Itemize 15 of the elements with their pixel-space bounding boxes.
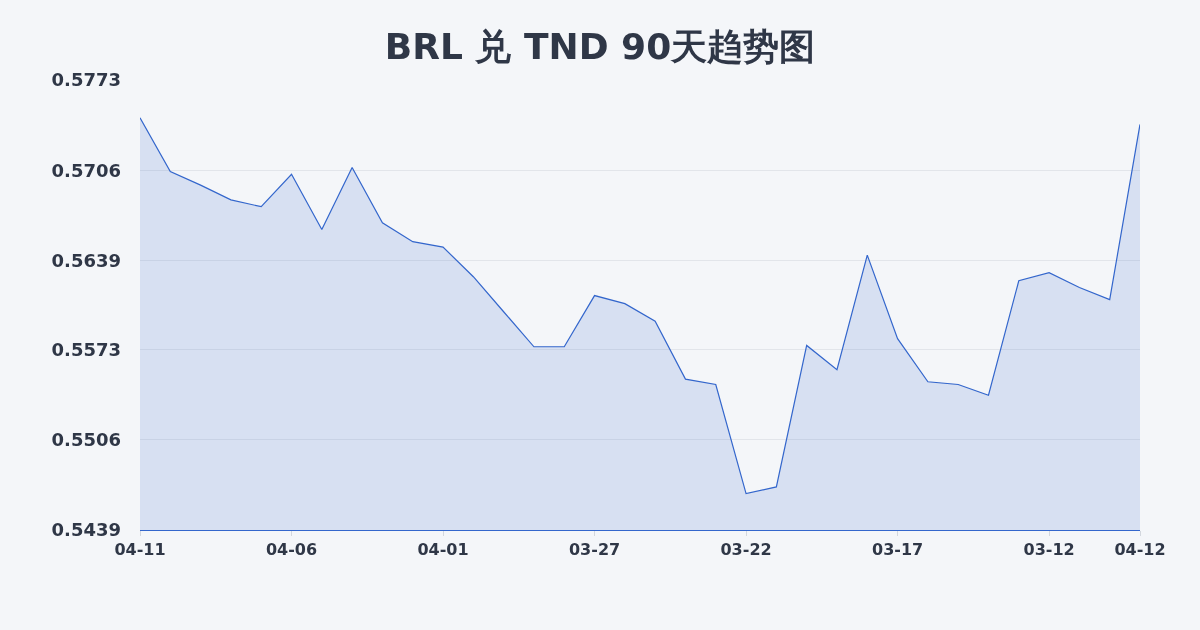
- x-tick-label: 03-22: [720, 540, 772, 560]
- y-tick-label: 0.5773: [51, 69, 121, 91]
- x-tick-label: 04-06: [265, 540, 318, 560]
- x-tick-label: 04-01: [417, 540, 469, 560]
- x-tick-label: 04-12: [1114, 540, 1166, 560]
- x-tick-label: 03-12: [1023, 540, 1075, 560]
- x-tick-label: 03-17: [871, 540, 924, 560]
- x-tick-label: 04-11: [114, 540, 166, 560]
- y-tick-label: 0.5573: [51, 338, 121, 360]
- y-tick-label: 0.5506: [51, 429, 121, 451]
- y-tick-label: 0.5439: [51, 519, 121, 541]
- x-tick-label: 03-27: [568, 540, 621, 560]
- y-tick-label: 0.5706: [51, 159, 121, 181]
- chart-title: BRL 兑 TND 90天趋势图: [384, 25, 816, 67]
- y-tick-label: 0.5639: [51, 249, 121, 271]
